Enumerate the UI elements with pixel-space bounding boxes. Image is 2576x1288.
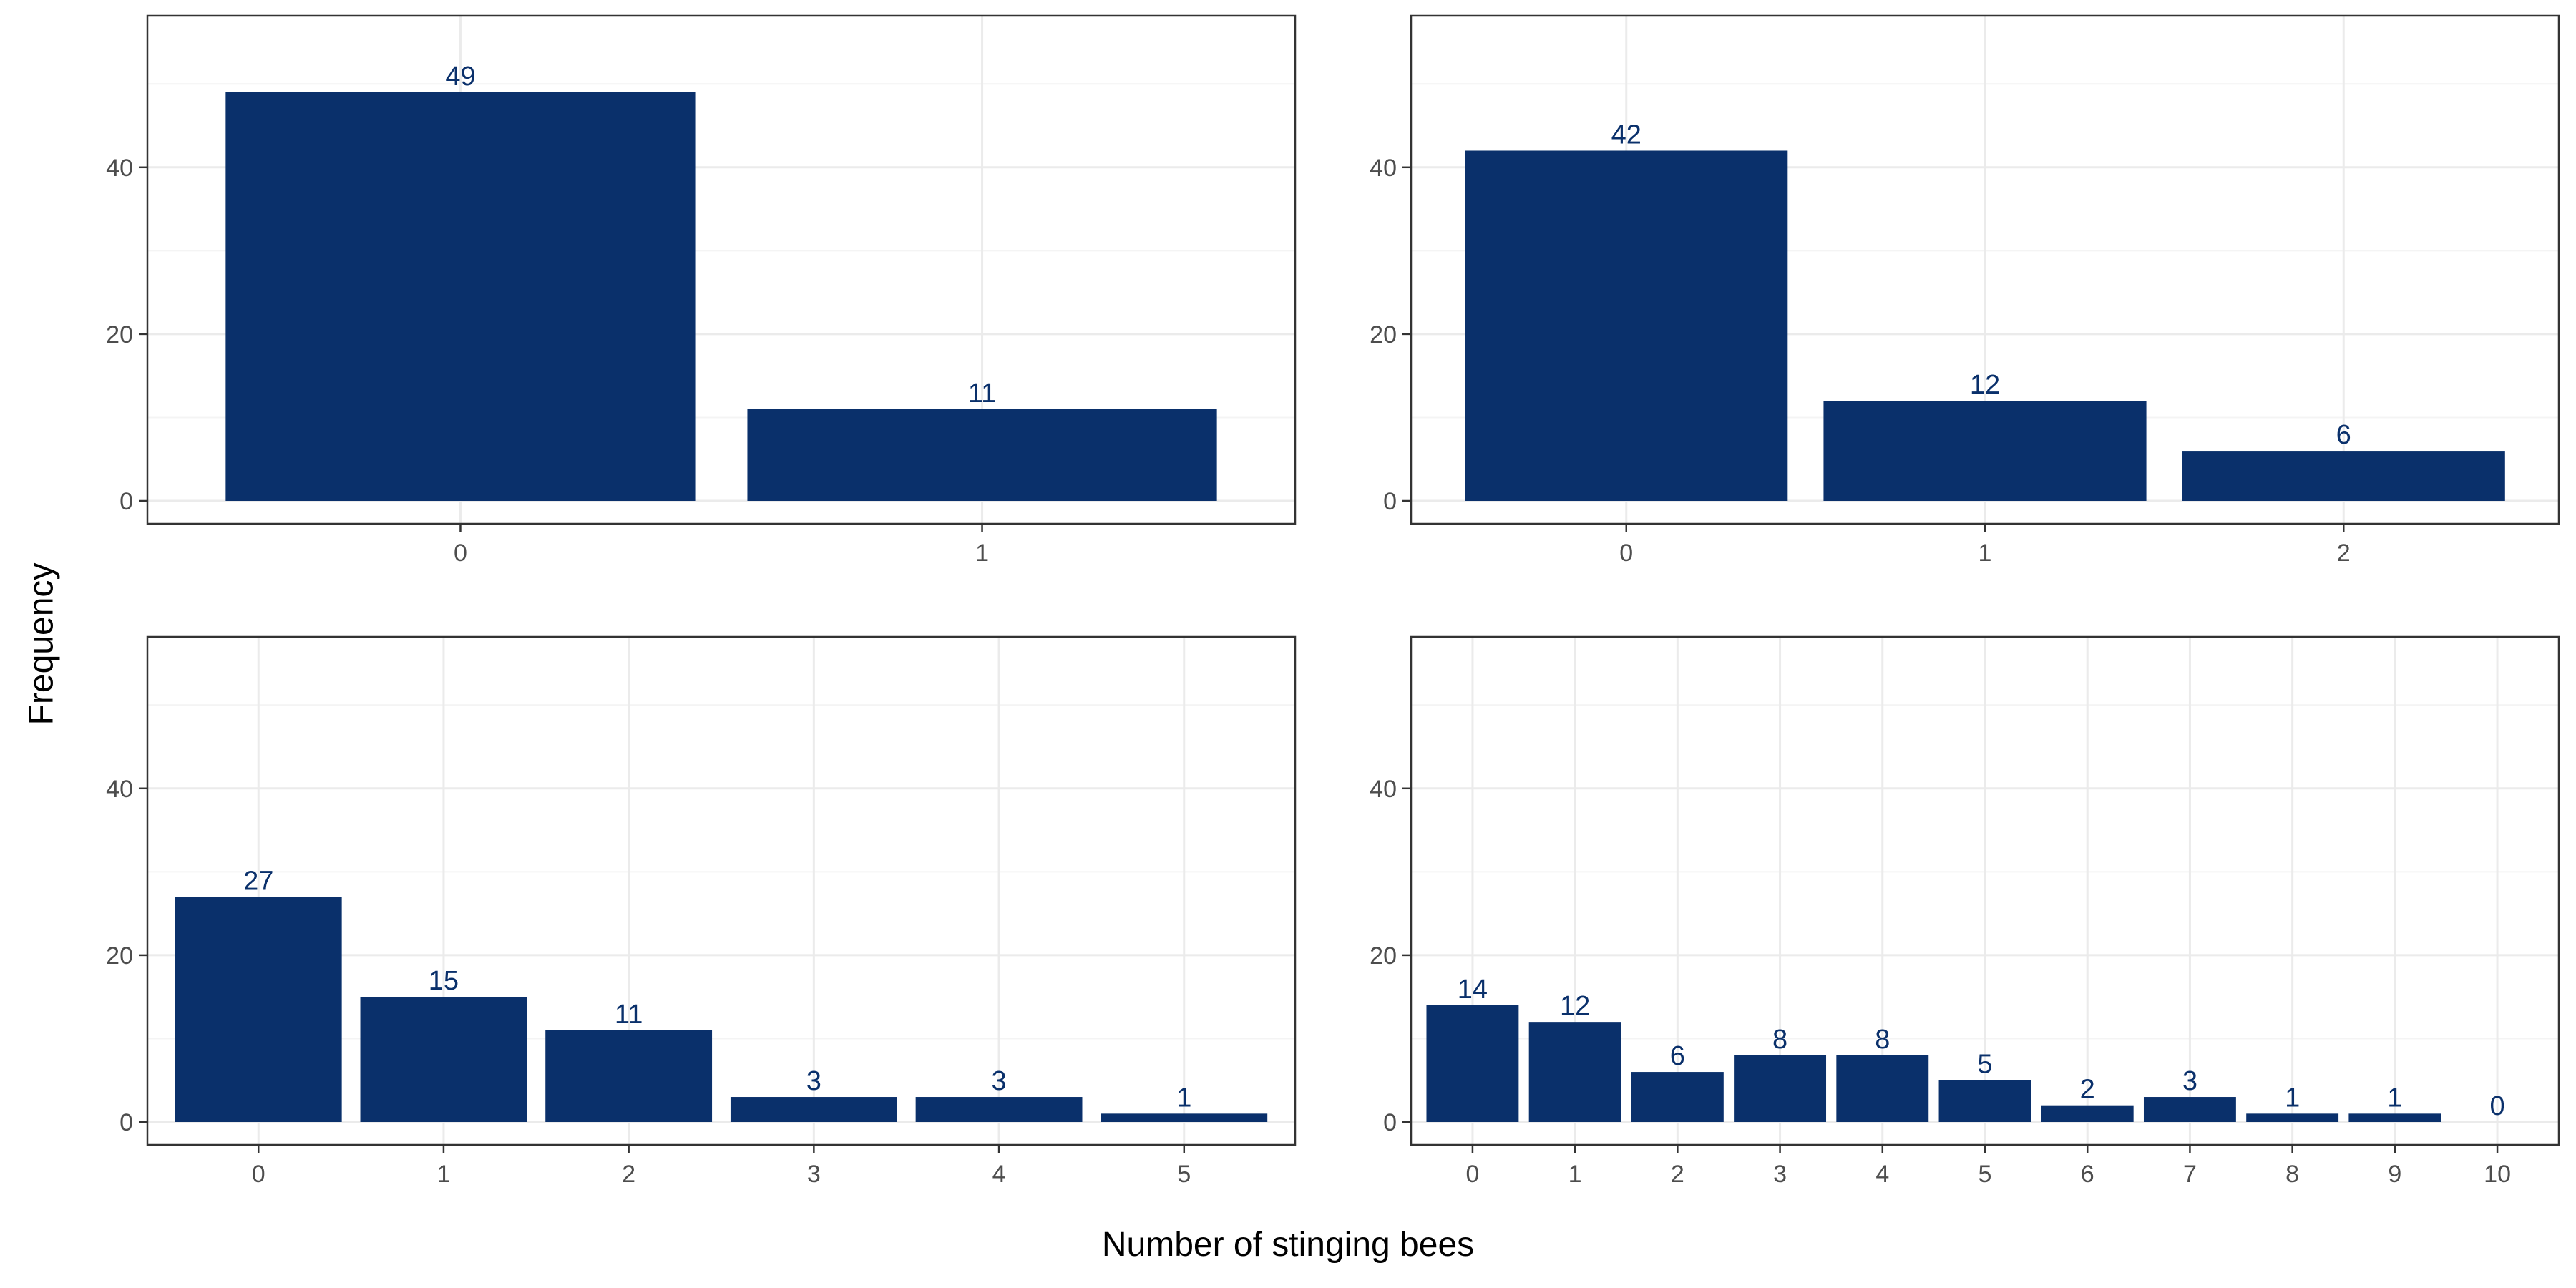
- x-tick-label: 9: [2388, 1161, 2401, 1188]
- bar-4: [1836, 1055, 1929, 1122]
- x-tick-label: 8: [2285, 1161, 2299, 1188]
- y-tick-label: 40: [106, 776, 133, 803]
- bar-4: [915, 1097, 1083, 1122]
- x-tick-label: 2: [622, 1161, 635, 1188]
- y-tick-label: 0: [1383, 1109, 1397, 1136]
- data-label: 1: [1176, 1083, 1191, 1113]
- data-label: 5: [1977, 1050, 1992, 1080]
- data-label: 1: [2387, 1083, 2402, 1113]
- bar-8: [2246, 1113, 2339, 1122]
- x-tick-label: 1: [975, 540, 989, 567]
- data-label: 8: [1772, 1025, 1787, 1055]
- panel-border: [146, 635, 1297, 1146]
- x-tick-label: 3: [807, 1161, 821, 1188]
- bar-6: [2041, 1105, 2134, 1122]
- x-tick-label: 5: [1177, 1161, 1191, 1188]
- bar-3: [730, 1097, 897, 1122]
- panel-border: [146, 14, 1297, 525]
- y-tick-label: 0: [119, 488, 133, 515]
- data-label: 3: [2182, 1066, 2197, 1096]
- bar-2: [545, 1030, 713, 1122]
- bar-0: [1426, 1005, 1519, 1122]
- bar-3: [1734, 1055, 1827, 1122]
- y-tick-label: 40: [106, 155, 133, 182]
- data-label: 12: [1560, 991, 1590, 1021]
- bar-5: [1101, 1113, 1268, 1122]
- bar-2: [1631, 1072, 1724, 1122]
- y-tick-label: 20: [106, 942, 133, 970]
- x-tick-label: 6: [2081, 1161, 2094, 1188]
- bar-0: [1465, 150, 1788, 501]
- x-axis-title: Number of stinging bees: [1101, 1226, 1475, 1264]
- y-tick-label: 20: [1370, 942, 1397, 970]
- x-tick-label: 0: [252, 1161, 265, 1188]
- data-label: 6: [1670, 1041, 1685, 1071]
- x-tick-label: 1: [436, 1161, 450, 1188]
- bar-1: [1823, 401, 2147, 501]
- x-tick-label: 7: [2183, 1161, 2197, 1188]
- data-label: 0: [2490, 1091, 2505, 1121]
- x-tick-label: 2: [1671, 1161, 1684, 1188]
- y-tick-label: 0: [119, 1109, 133, 1136]
- data-label: 15: [429, 966, 459, 996]
- bar-1: [747, 409, 1217, 501]
- x-tick-label: 10: [2484, 1161, 2511, 1188]
- bar-1: [360, 997, 527, 1122]
- bar-7: [2143, 1097, 2236, 1122]
- bar-0: [175, 897, 342, 1122]
- x-tick-label: 4: [992, 1161, 1006, 1188]
- x-tick-label: 2: [2337, 540, 2351, 567]
- data-label: 11: [968, 379, 996, 409]
- x-tick-label: 0: [1465, 1161, 1479, 1188]
- x-tick-label: 1: [1979, 540, 1992, 567]
- bar-2: [2182, 451, 2505, 501]
- data-label: 42: [1611, 119, 1641, 150]
- data-label: 3: [806, 1066, 821, 1096]
- data-label: 27: [243, 866, 273, 896]
- y-tick-label: 0: [1383, 488, 1397, 515]
- data-label: 11: [615, 1000, 643, 1030]
- data-label: 3: [991, 1066, 1006, 1096]
- y-tick-label: 20: [1370, 321, 1397, 348]
- data-label: 8: [1875, 1025, 1890, 1055]
- x-tick-label: 4: [1875, 1161, 1889, 1188]
- bar-5: [1938, 1080, 2031, 1122]
- y-tick-label: 40: [1370, 155, 1397, 182]
- data-label: 49: [445, 62, 475, 92]
- data-label: 12: [1970, 370, 2000, 400]
- bar-1: [1528, 1022, 1621, 1122]
- data-label: 6: [2336, 420, 2351, 450]
- panel-1: 49 11 0 20 40 0 1: [106, 14, 1297, 567]
- data-label: 1: [2285, 1083, 2300, 1113]
- y-tick-label: 40: [1370, 776, 1397, 803]
- y-tick-label: 20: [106, 321, 133, 348]
- x-tick-label: 5: [1979, 1161, 1992, 1188]
- x-tick-label: 0: [1619, 540, 1633, 567]
- data-label: 2: [2080, 1075, 2095, 1105]
- x-tick-label: 0: [454, 540, 467, 567]
- x-tick-label: 1: [1568, 1161, 1582, 1188]
- y-axis-title: Frequency: [22, 562, 61, 726]
- data-label: 14: [1458, 975, 1488, 1005]
- bar-0: [225, 92, 696, 501]
- x-tick-label: 3: [1773, 1161, 1787, 1188]
- bar-9: [2348, 1113, 2441, 1122]
- panel-3: 27 15 11 3 3 1 0 20 40 0 1 2 3 4 5: [106, 635, 1297, 1188]
